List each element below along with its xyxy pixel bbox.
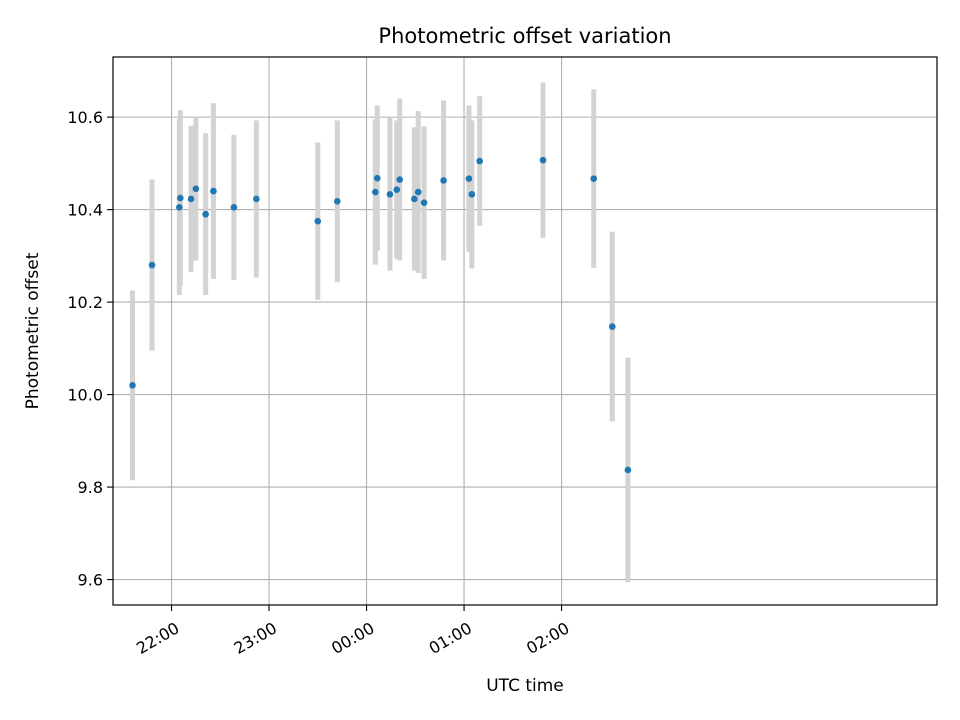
data-point xyxy=(230,203,238,211)
x-axis-label: UTC time xyxy=(486,676,564,696)
data-point xyxy=(608,323,616,330)
y-tick-label: 9.8 xyxy=(78,478,103,497)
y-axis-label: Photometric offset xyxy=(23,252,43,409)
data-point xyxy=(465,175,473,182)
data-point xyxy=(539,156,547,164)
data-point xyxy=(414,188,422,196)
y-tick-label: 10.2 xyxy=(67,293,103,312)
data-point xyxy=(176,194,184,202)
data-point xyxy=(476,157,483,165)
y-tick-label: 9.6 xyxy=(78,571,103,590)
data-point xyxy=(176,203,183,211)
data-points xyxy=(129,156,632,474)
y-tick-label: 10.0 xyxy=(67,386,103,405)
data-point xyxy=(187,195,195,203)
data-point xyxy=(148,261,156,269)
data-point xyxy=(624,466,632,474)
data-point xyxy=(373,174,381,182)
data-point xyxy=(372,188,379,196)
data-point xyxy=(210,187,217,195)
data-point xyxy=(393,186,401,194)
data-point xyxy=(396,176,403,183)
plot-frame xyxy=(112,56,938,606)
data-point xyxy=(202,210,209,218)
data-point xyxy=(253,195,260,203)
data-point xyxy=(314,217,322,225)
data-point xyxy=(386,191,394,198)
y-tick-label: 10.4 xyxy=(67,201,103,220)
data-point xyxy=(468,191,476,198)
chart-title: Photometric offset variation xyxy=(378,24,671,48)
data-point xyxy=(590,175,598,182)
data-point xyxy=(440,177,447,184)
data-point xyxy=(411,195,418,203)
data-point xyxy=(192,185,200,193)
data-point xyxy=(129,382,136,389)
y-tick-label: 10.6 xyxy=(67,108,103,127)
data-point xyxy=(420,199,428,206)
data-point xyxy=(333,197,341,205)
grid-lines xyxy=(113,57,937,605)
